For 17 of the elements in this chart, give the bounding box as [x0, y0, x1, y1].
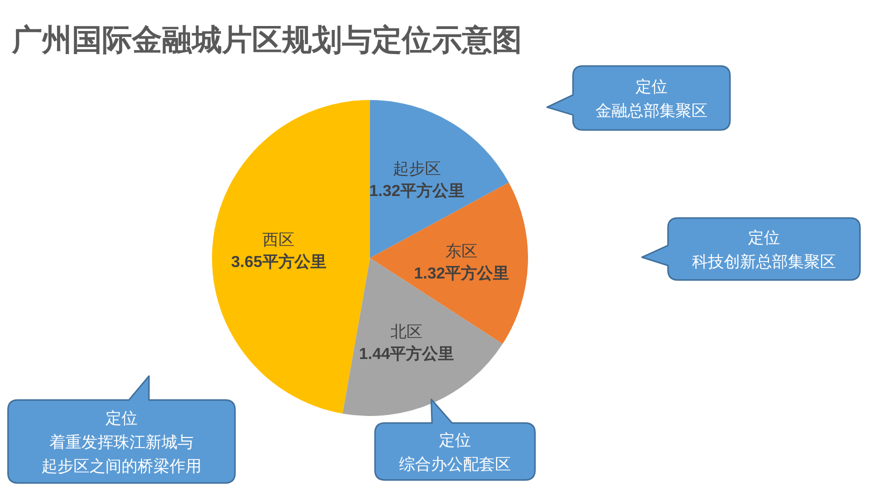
slice-label: 北区 — [390, 323, 423, 342]
annotation: 着重发挥珠江新城与起步区之间的桥梁作用 — [42, 434, 202, 476]
data-label: 1.32平方公里 — [414, 264, 510, 283]
data-label: 3.65平方公里 — [231, 252, 326, 272]
chart-title: 广州国际金融城片区规划与定位示意图 — [11, 23, 522, 57]
slice-label: 东区 — [446, 242, 478, 261]
annotation: 科技创新总部集聚区 — [692, 254, 836, 271]
annotation: 定位 — [439, 432, 471, 450]
data-label: 1.32平方公里 — [369, 181, 464, 200]
annotation: 定位 — [748, 230, 780, 247]
slice-label: 西区 — [262, 232, 295, 250]
annotation: 综合办公配套区 — [399, 456, 511, 474]
annotation: 定位 — [636, 79, 668, 96]
data-label: 1.44平方公里 — [359, 344, 454, 364]
annotation: 金融总部集聚区 — [596, 103, 708, 120]
annotation: 定位 — [106, 410, 138, 428]
slice-label: 起步区 — [392, 160, 441, 178]
